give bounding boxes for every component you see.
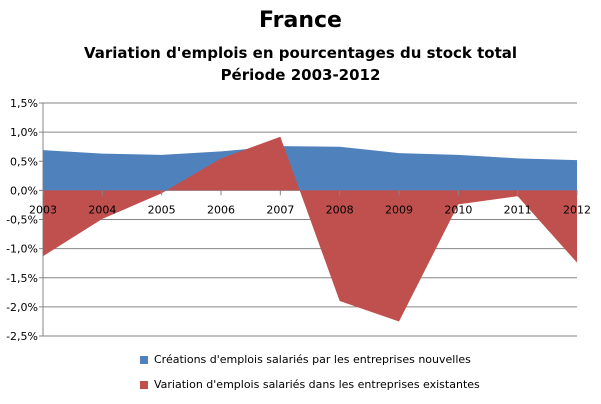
legend-label: Créations d'emplois salariés par les ent… — [154, 353, 471, 366]
y-tick-label: 1,5% — [10, 97, 38, 110]
y-tick-label: 0,0% — [10, 184, 38, 197]
legend-swatch — [140, 380, 148, 389]
legend-label: Variation d'emplois salariés dans les en… — [154, 378, 480, 391]
legend-item-1: Variation d'emplois salariés dans les en… — [140, 378, 480, 391]
y-tick-label: -1,0% — [6, 243, 38, 256]
x-tick-label: 2009 — [385, 203, 413, 216]
x-tick-label: 2006 — [207, 203, 235, 216]
legend-item-0: Créations d'emplois salariés par les ent… — [140, 353, 471, 366]
chart-subtitle-2: Période 2003-2012 — [220, 66, 381, 84]
x-tick-label: 2003 — [29, 203, 57, 216]
y-tick-label: -2,0% — [6, 301, 38, 314]
x-tick-label: 2004 — [88, 203, 116, 216]
y-tick-label: -1,5% — [6, 272, 38, 285]
legend-swatch — [140, 355, 148, 364]
x-tick-label: 2010 — [444, 203, 472, 216]
y-tick-label: -2,5% — [6, 330, 38, 343]
chart-subtitle-1: Variation d'emplois en pourcentages du s… — [83, 44, 518, 62]
y-tick-label: -0,5% — [6, 214, 38, 227]
chart-title: France — [259, 8, 342, 33]
x-tick-label: 2011 — [504, 203, 532, 216]
x-tick-label: 2005 — [148, 203, 176, 216]
y-tick-label: 1,0% — [10, 126, 38, 139]
y-tick-label: 0,5% — [10, 155, 38, 168]
x-tick-label: 2007 — [266, 203, 294, 216]
x-tick-label: 2008 — [326, 203, 354, 216]
series-area-0 — [43, 146, 577, 191]
x-tick-label: 2012 — [563, 203, 591, 216]
